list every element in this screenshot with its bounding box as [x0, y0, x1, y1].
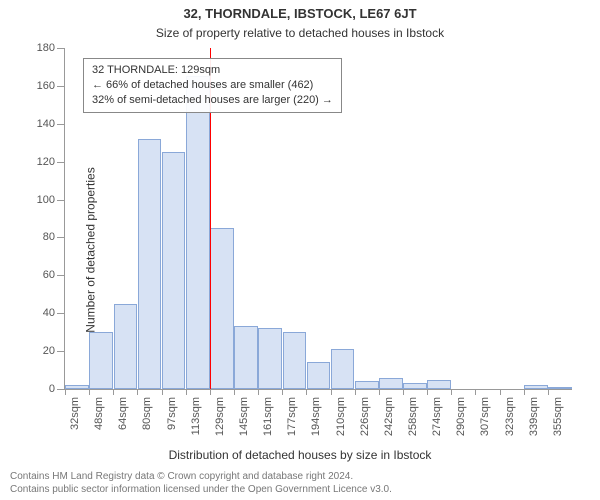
- x-tick: [89, 389, 90, 395]
- x-tick-label: 48sqm: [93, 397, 105, 430]
- y-tick: [57, 162, 65, 163]
- x-tick-label: 307sqm: [479, 397, 491, 436]
- x-tick-label: 323sqm: [504, 397, 516, 436]
- x-tick: [210, 389, 211, 395]
- x-tick-label: 129sqm: [214, 397, 226, 436]
- y-tick-label: 160: [37, 80, 55, 92]
- y-tick-label: 60: [43, 269, 55, 281]
- x-tick-label: 242sqm: [383, 397, 395, 436]
- x-tick: [331, 389, 332, 395]
- y-tick: [57, 351, 65, 352]
- annotation-box: 32 THORNDALE: 129sqm ← 66% of detached h…: [83, 58, 342, 113]
- y-tick-label: 180: [37, 42, 55, 54]
- y-tick-label: 40: [43, 307, 55, 319]
- x-tick-label: 113sqm: [190, 397, 202, 435]
- histogram-bar: [331, 349, 355, 389]
- histogram-bar: [89, 332, 113, 389]
- chart-title-line2: Size of property relative to detached ho…: [0, 26, 600, 40]
- histogram-bar: [524, 385, 548, 389]
- footer-attribution: Contains HM Land Registry data © Crown c…: [10, 471, 392, 496]
- x-axis-label: Distribution of detached houses by size …: [0, 448, 600, 462]
- y-tick: [57, 275, 65, 276]
- x-tick: [137, 389, 138, 395]
- x-tick: [379, 389, 380, 395]
- x-tick: [113, 389, 114, 395]
- x-tick: [186, 389, 187, 395]
- histogram-bar: [114, 304, 138, 389]
- x-tick: [65, 389, 66, 395]
- histogram-bar: [379, 378, 403, 389]
- x-tick: [355, 389, 356, 395]
- histogram-bar: [403, 383, 427, 389]
- x-tick: [403, 389, 404, 395]
- x-tick: [162, 389, 163, 395]
- annotation-line3: 32% of semi-detached houses are larger (…: [92, 93, 333, 108]
- x-tick-label: 210sqm: [335, 397, 347, 436]
- y-tick-label: 20: [43, 345, 55, 357]
- histogram-bar: [138, 139, 162, 389]
- x-tick: [427, 389, 428, 395]
- x-tick: [451, 389, 452, 395]
- y-tick-label: 120: [37, 156, 55, 168]
- histogram-bar: [162, 152, 186, 389]
- x-tick-label: 80sqm: [141, 397, 153, 430]
- x-tick: [282, 389, 283, 395]
- histogram-bar: [355, 381, 379, 389]
- histogram-bar: [427, 380, 451, 389]
- x-tick: [524, 389, 525, 395]
- x-tick-label: 194sqm: [310, 397, 322, 436]
- x-tick-label: 161sqm: [262, 397, 274, 436]
- y-tick: [57, 313, 65, 314]
- x-tick: [258, 389, 259, 395]
- y-tick: [57, 200, 65, 201]
- y-tick-label: 140: [37, 118, 55, 130]
- histogram-bar: [65, 385, 89, 389]
- x-tick-label: 339sqm: [528, 397, 540, 436]
- histogram-bar: [234, 326, 258, 389]
- y-tick: [57, 86, 65, 87]
- y-tick: [57, 48, 65, 49]
- x-tick-label: 177sqm: [286, 397, 298, 436]
- x-tick-label: 97sqm: [166, 397, 178, 430]
- y-tick: [57, 389, 65, 390]
- y-tick-label: 100: [37, 194, 55, 206]
- x-tick: [500, 389, 501, 395]
- x-tick-label: 258sqm: [407, 397, 419, 436]
- x-tick: [475, 389, 476, 395]
- histogram-bar: [186, 76, 210, 389]
- x-tick-label: 32sqm: [69, 397, 81, 430]
- x-tick-label: 290sqm: [455, 397, 467, 436]
- annotation-line2: ← 66% of detached houses are smaller (46…: [92, 78, 333, 93]
- x-tick-label: 64sqm: [117, 397, 129, 430]
- plot-area: 32 THORNDALE: 129sqm ← 66% of detached h…: [64, 48, 572, 390]
- histogram-bar: [307, 362, 331, 389]
- footer-line1: Contains HM Land Registry data © Crown c…: [10, 471, 392, 484]
- x-tick-label: 145sqm: [238, 397, 250, 436]
- footer-line2: Contains public sector information licen…: [10, 484, 392, 497]
- x-tick-label: 226sqm: [359, 397, 371, 436]
- histogram-bar: [548, 387, 572, 389]
- histogram-bar: [210, 228, 234, 389]
- histogram-bar: [258, 328, 282, 389]
- annotation-line1: 32 THORNDALE: 129sqm: [92, 63, 333, 78]
- y-tick: [57, 124, 65, 125]
- y-tick-label: 0: [49, 383, 55, 395]
- x-tick: [306, 389, 307, 395]
- chart-container: 32, THORNDALE, IBSTOCK, LE67 6JT Size of…: [0, 0, 600, 500]
- histogram-bar: [283, 332, 307, 389]
- y-tick: [57, 237, 65, 238]
- x-tick-label: 274sqm: [431, 397, 443, 436]
- x-tick: [234, 389, 235, 395]
- x-tick-label: 355sqm: [552, 397, 564, 436]
- y-tick-label: 80: [43, 231, 55, 243]
- chart-title-line1: 32, THORNDALE, IBSTOCK, LE67 6JT: [0, 6, 600, 21]
- x-tick: [548, 389, 549, 395]
